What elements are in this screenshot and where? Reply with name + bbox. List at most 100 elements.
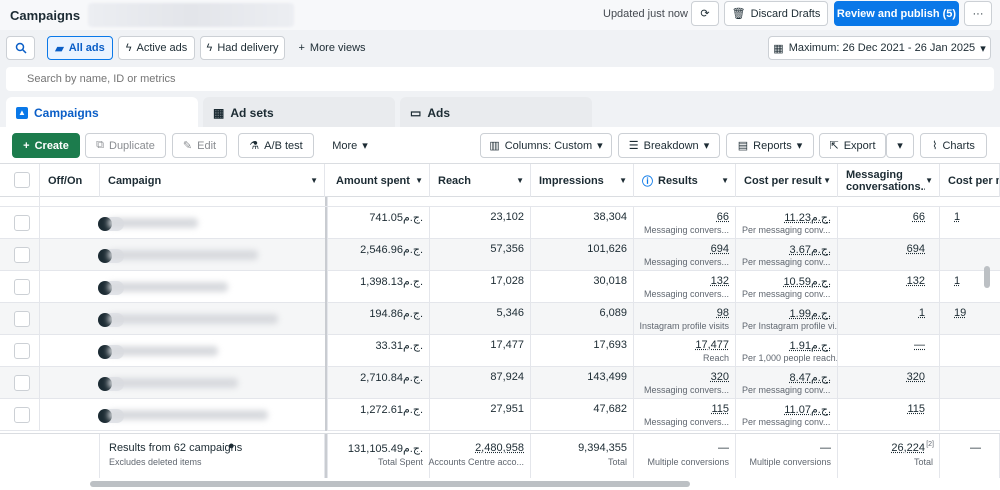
breakdown-icon: ☰ [628,140,639,152]
duplicate-button[interactable]: ⧉ Duplicate [85,133,166,158]
footer-cost-sub: Multiple conversions [749,457,831,467]
table-row[interactable]: 1,272.61ج.م. 27,951 47,682 115 Messaging con… [0,399,1000,431]
updated-status: Updated just now [603,8,688,20]
horizontal-scrollbar[interactable] [90,481,690,487]
campaign-name[interactable] [100,367,325,399]
impressions-cell: 101,626 [531,239,634,271]
account-selector[interactable] [88,3,294,27]
footer-results-sub: Multiple conversions [647,457,729,467]
chevron-down-icon: ▼ [516,176,524,185]
cost-per-result-cell: 11.23ج.م. Per messaging conv... [736,207,838,239]
more-options-button[interactable]: ··· [964,1,992,26]
col-messaging-conversations[interactable]: Messaging conversations... ▼ [838,164,940,197]
row-checkbox[interactable] [14,407,30,423]
export-menu-button[interactable]: ▾ [886,133,914,158]
campaign-name[interactable] [100,303,325,335]
amount-spent-value: 2,546.96ج.م. [360,244,423,256]
all-ads-label: All ads [68,42,105,54]
campaign-name[interactable] [100,399,325,431]
campaign-name[interactable] [100,207,325,239]
campaign-name[interactable] [100,271,325,303]
messaging-value: 66 [912,211,925,223]
chevron-down-icon: ▾ [897,140,903,152]
col-reach[interactable]: Reach ▼ [430,164,531,197]
col-off-on[interactable]: Off/On [40,164,100,197]
table-row[interactable]: 1,398.13ج.م. 17,028 30,018 132 Messaging con… [0,271,1000,303]
table-header: Off/On Campaign ▼ Amount spent ▼ Reach ▼ Im… [0,163,1000,197]
campaign-name[interactable] [100,335,325,367]
col-cost-per-result[interactable]: Cost per result ▼ [736,164,838,197]
chevron-down-icon: ▼ [721,176,729,185]
col-cost-per-messaging[interactable]: Cost per messaging [940,164,1000,197]
cost-per-result-sub: Per messaging conv... [742,385,831,395]
export-icon: ⇱ [829,140,839,152]
select-all-checkbox[interactable] [14,172,30,188]
review-publish-button[interactable]: Review and publish (5) [834,1,959,26]
tab-campaigns[interactable]: ▲ Campaigns [6,97,198,128]
row-checkbox[interactable] [14,279,30,295]
footer-impressions-value: 9,394,355 [578,442,627,454]
edit-button[interactable]: ✎ Edit [172,133,227,158]
reach-value: 17,028 [490,275,524,287]
row-checkbox[interactable] [14,311,30,327]
reach-cell: 5,346 [430,303,531,335]
export-button[interactable]: ⇱ Export [819,133,886,158]
row-checkbox[interactable] [14,215,30,231]
discard-drafts-button[interactable]: 🗑 Discard Drafts [724,1,828,26]
impressions-value: 30,018 [593,275,627,287]
active-ads-filter[interactable]: ϟ Active ads [118,36,195,60]
had-delivery-filter[interactable]: ϟ Had delivery [200,36,285,60]
table-row[interactable]: 33.31ج.م. 17,477 17,693 17,477 Reach 1.91ج.م.… [0,335,1000,367]
more-button[interactable]: More ▾ [320,133,380,158]
tab-ad-sets[interactable]: ▦ Ad sets [203,97,395,128]
row-checkbox[interactable] [14,247,30,263]
vertical-scrollbar[interactable] [984,266,990,288]
campaign-name[interactable] [100,239,325,271]
refresh-icon: ⟳ [700,8,710,20]
impressions-value: 101,626 [587,243,627,255]
row-checkbox[interactable] [14,343,30,359]
date-range-picker[interactable]: ▦ Maximum: 26 Dec 2021 - 26 Jan 2025 ▾ [768,36,991,60]
reach-cell: 23,102 [430,207,531,239]
search-toggle-button[interactable] [6,36,35,60]
col-results[interactable]: ⓘ Results ▼ [634,164,736,197]
cost-per-messaging-cell: 1 [940,207,1000,239]
table-row[interactable]: 2,710.84ج.م. 87,924 143,499 320 Messaging co… [0,367,1000,399]
more-views-button[interactable]: + More views [292,36,372,60]
refresh-button[interactable]: ⟳ [691,1,719,26]
ab-test-button[interactable]: ⚗ A/B test [238,133,314,158]
col-impressions[interactable]: Impressions ▼ [531,164,634,197]
cost-per-result-cell: 3.67ج.م. Per messaging conv... [736,239,838,271]
results-value: 694 [710,243,729,255]
col-campaign[interactable]: Campaign ▼ [100,164,325,197]
col-results-label: Results [658,174,698,187]
results-value: 132 [710,275,729,287]
cost-per-result-value: 1.99ج.م. [789,308,831,320]
col-amount-spent[interactable]: Amount spent ▼ [328,164,430,197]
chevron-down-icon: ▾ [703,140,710,152]
breakdown-button[interactable]: ☰ Breakdown ▾ [618,133,720,158]
amount-spent-value: 741.05ج.م. [369,212,423,224]
charts-button[interactable]: ⌇ Charts [920,133,987,158]
lightning-icon: ϟ [206,42,213,54]
folder-icon: ▰ [55,42,64,55]
all-ads-filter[interactable]: ▰ All ads [47,36,113,60]
tab-ads[interactable]: ▭ Ads [400,97,592,128]
table-footer: Results from 62 campaigns ● Excludes del… [0,433,1000,478]
table-row[interactable]: 194.86ج.م. 5,346 6,089 98 Instagram profile … [0,303,1000,335]
ad-icon: ▭ [410,105,422,120]
table-row[interactable]: 2,546.96ج.م. 57,356 101,626 694 Messaging co… [0,239,1000,271]
col-messaging-label: Messaging conversations... [846,168,925,193]
row-checkbox[interactable] [14,375,30,391]
search-input[interactable] [6,67,994,91]
table-row[interactable] [0,197,1000,207]
results-sub: Instagram profile visits [639,321,729,331]
messaging-value: 694 [906,243,925,255]
results-cell: 320 Messaging convers... [634,367,736,399]
cost-per-result-cell: 11.07ج.م. Per messaging conv... [736,399,838,431]
reports-button[interactable]: ▤ Reports ▾ [726,133,814,158]
col-amount-spent-label: Amount spent [336,174,410,187]
columns-button[interactable]: ▥ Columns: Custom ▾ [480,133,612,158]
table-row[interactable]: 741.05ج.م. 23,102 38,304 66 Messaging conver… [0,207,1000,239]
create-button[interactable]: + Create [12,133,80,158]
